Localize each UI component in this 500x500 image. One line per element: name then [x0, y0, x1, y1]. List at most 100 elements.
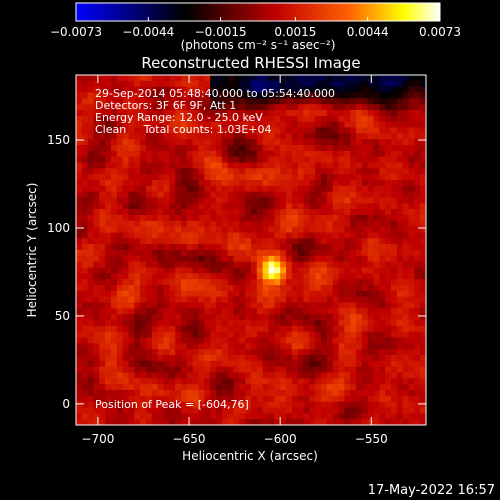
heatmap-cell [151, 250, 159, 257]
heatmap-cell [286, 395, 293, 403]
heatmap-cell [402, 150, 409, 158]
heatmap-cell [251, 110, 258, 117]
heatmap-cell [286, 197, 293, 204]
heatmap-cell [93, 285, 100, 292]
heatmap-cell [385, 121, 392, 128]
heatmap-cell [420, 401, 426, 408]
heatmap-cell [116, 203, 124, 210]
heatmap-cell [367, 203, 374, 210]
heatmap-cell [262, 343, 269, 350]
heatmap-cell [332, 150, 339, 158]
heatmap-cell [198, 273, 205, 280]
heatmap-cell [326, 115, 334, 123]
heatmap-cell [116, 174, 124, 181]
heatmap-cell [291, 209, 299, 216]
heatmap-cell [210, 174, 217, 181]
heatmap-cell [414, 360, 421, 368]
plot-frame [75, 74, 427, 426]
heatmap-cell [186, 121, 194, 128]
heatmap-cell [192, 232, 199, 239]
heatmap-cell [356, 174, 363, 181]
heatmap-cell [198, 267, 205, 274]
heatmap-cell [192, 390, 199, 397]
heatmap-cell [356, 401, 363, 408]
heatmap-cell [350, 413, 357, 420]
heatmap-cell [350, 279, 357, 286]
heatmap-cell [303, 279, 310, 286]
heatmap-cell [367, 110, 374, 117]
heatmap-cell [356, 302, 363, 309]
heatmap-cell [303, 238, 310, 245]
heatmap-cell [146, 255, 153, 263]
heatmap-cell [344, 127, 351, 134]
heatmap-cell [169, 162, 176, 169]
heatmap-cell [116, 232, 124, 239]
heatmap-cell [420, 320, 426, 327]
heatmap-cell [227, 366, 234, 373]
heatmap-cell [268, 419, 275, 425]
heatmap-cell [309, 191, 316, 198]
heatmap-cell [245, 401, 252, 408]
heatmap-cell [146, 285, 153, 292]
y-tick-label: 100 [47, 221, 70, 235]
heatmap-cell [181, 384, 188, 391]
heatmap-cell [128, 197, 135, 204]
heatmap-cell [420, 92, 426, 99]
heatmap-cell [326, 197, 334, 204]
heatmap-cell [210, 75, 217, 82]
heatmap-cell [134, 139, 141, 146]
heatmap-cell [321, 226, 328, 233]
heatmap-cell [361, 419, 369, 425]
heatmap-cell [291, 320, 299, 327]
heatmap-cell [268, 197, 275, 204]
heatmap-cell [315, 320, 322, 327]
heatmap-cell [122, 115, 129, 123]
heatmap-cell [146, 250, 153, 257]
heatmap-cell [280, 156, 287, 163]
heatmap-cell [186, 156, 194, 163]
heatmap-cell [76, 174, 83, 181]
heatmap-cell [286, 139, 293, 146]
heatmap-cell [111, 390, 118, 397]
heatmap-cell [140, 98, 147, 105]
heatmap-cell [76, 215, 83, 222]
heatmap-cell [350, 267, 357, 274]
heatmap-cell [297, 390, 304, 397]
heatmap-cell [128, 331, 135, 338]
heatmap-cell [111, 197, 118, 204]
heatmap-cell [151, 244, 159, 251]
heatmap-cell [356, 238, 363, 245]
heatmap-cell [192, 267, 199, 274]
heatmap-cell [140, 413, 147, 420]
heatmap-cell [280, 325, 287, 333]
heatmap-cell [385, 244, 392, 251]
heatmap-cell [175, 285, 182, 292]
heatmap-cell [128, 302, 135, 309]
heatmap-cell [116, 110, 124, 117]
heatmap-cell [128, 355, 135, 362]
heatmap-cell [81, 133, 89, 140]
heatmap-cell [163, 127, 170, 134]
heatmap-cell [186, 150, 194, 158]
heatmap-cell [128, 384, 135, 391]
heatmap-cell [268, 104, 275, 111]
heatmap-cell [198, 296, 205, 303]
heatmap-cell [338, 314, 345, 321]
heatmap-cell [169, 267, 176, 274]
heatmap-cell [385, 150, 392, 158]
heatmap-cell [391, 407, 398, 414]
heatmap-cell [134, 191, 141, 198]
heatmap-cell [379, 273, 386, 280]
heatmap-cell [315, 419, 322, 425]
heatmap-cell [315, 115, 322, 123]
heatmap-cell [420, 145, 426, 152]
heatmap-cell [175, 203, 182, 210]
heatmap-cell [256, 139, 264, 146]
heatmap-cell [350, 156, 357, 163]
heatmap-cell [169, 419, 176, 425]
heatmap-cell [134, 325, 141, 333]
heatmap-cell [385, 168, 392, 175]
heatmap-cell [186, 174, 194, 181]
heatmap-cell [216, 220, 223, 228]
heatmap-cell [321, 191, 328, 198]
